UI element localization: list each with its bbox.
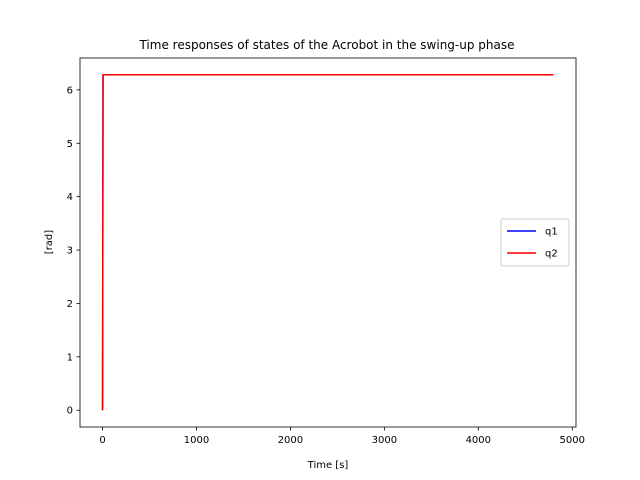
x-axis-label: Time [s] bbox=[307, 460, 349, 471]
plot-frame bbox=[79, 57, 577, 428]
legend-label-q1: q1 bbox=[545, 227, 558, 238]
y-tick-label: 1 bbox=[67, 352, 73, 363]
chart-title: Time responses of states of the Acrobot … bbox=[138, 38, 514, 52]
x-tick-label: 1000 bbox=[184, 435, 209, 446]
y-axis-label: [rad] bbox=[44, 230, 55, 254]
y-tick-label: 3 bbox=[67, 246, 73, 257]
x-axis-ticks: 0 1000 2000 3000 4000 5000 bbox=[99, 427, 585, 446]
y-tick-label: 4 bbox=[67, 192, 73, 203]
series-layer bbox=[101, 74, 554, 411]
y-tick-label: 5 bbox=[67, 139, 73, 150]
x-tick-label: 0 bbox=[99, 435, 105, 446]
legend-box bbox=[500, 218, 570, 267]
y-tick-label: 2 bbox=[67, 299, 73, 310]
plot-area bbox=[79, 57, 577, 428]
y-tick-label: 0 bbox=[67, 406, 73, 417]
x-tick-label: 3000 bbox=[372, 435, 397, 446]
series-line-q2 bbox=[101, 74, 554, 411]
legend: q1 q2 bbox=[500, 218, 570, 267]
y-tick-label: 6 bbox=[67, 85, 73, 96]
y-axis-ticks: 0 1 2 3 4 5 6 bbox=[67, 85, 80, 417]
x-tick-label: 2000 bbox=[278, 435, 303, 446]
series-line-q1 bbox=[101, 74, 554, 411]
legend-label-q2: q2 bbox=[545, 249, 558, 260]
x-tick-label: 5000 bbox=[560, 435, 585, 446]
x-tick-label: 4000 bbox=[466, 435, 491, 446]
